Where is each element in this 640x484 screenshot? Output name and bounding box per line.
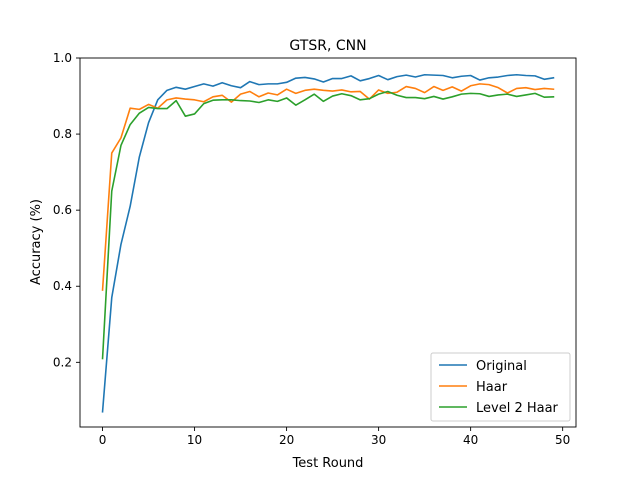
series-layer <box>101 73 555 413</box>
x-tick-label: 30 <box>371 433 386 447</box>
series-line-2 <box>101 90 555 360</box>
series-line-0 <box>101 73 555 413</box>
x-tick-label: 50 <box>555 433 570 447</box>
y-tick-label: 0.6 <box>53 203 72 217</box>
legend: Original Haar Level 2 Haar <box>430 352 571 422</box>
legend-label-1: Haar <box>476 380 508 395</box>
x-tick-label: 0 <box>99 433 107 447</box>
x-tick-label: 10 <box>187 433 202 447</box>
x-axis-label: Test Round <box>292 456 364 471</box>
chart-title: GTSR, CNN <box>289 38 366 54</box>
x-tick-label: 40 <box>463 433 478 447</box>
x-tick-label: 20 <box>279 433 294 447</box>
plot-frame <box>79 57 577 428</box>
series-line-1 <box>101 83 555 291</box>
legend-label-0: Original <box>476 359 527 374</box>
y-tick-label: 0.8 <box>53 127 72 141</box>
y-axis-label: Accuracy (%) <box>29 199 44 285</box>
y-tick-label: 0.4 <box>53 279 72 293</box>
y-tick-label: 0.2 <box>53 355 72 369</box>
legend-box <box>430 352 571 422</box>
y-tick-label: 1.0 <box>53 51 72 65</box>
legend-label-2: Level 2 Haar <box>476 401 559 416</box>
axes-layer: 0 10 20 30 40 50 0.2 0.4 0.6 0.8 1.0 <box>53 51 577 447</box>
